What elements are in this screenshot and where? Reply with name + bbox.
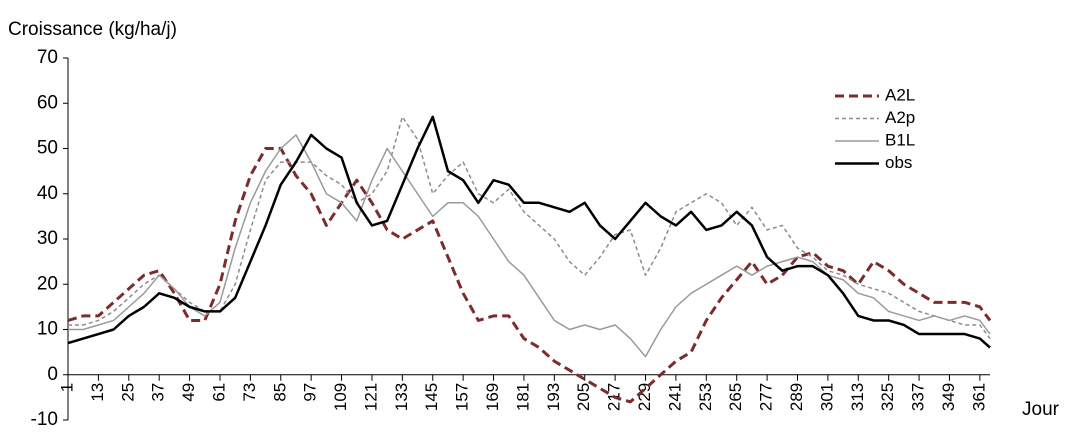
x-tick-label: 181 (513, 383, 532, 411)
y-tick-label: 50 (37, 138, 58, 159)
x-tick-label: 97 (301, 383, 320, 402)
legend-label: B1L (885, 130, 915, 149)
x-tick-label: 109 (331, 383, 350, 411)
x-tick-label: 265 (726, 383, 745, 411)
x-tick-label: 49 (179, 383, 198, 402)
y-axis-title: Croissance (kg/ha/j) (8, 19, 177, 40)
x-tick-label: 229 (635, 383, 654, 411)
series-line (67, 115, 991, 349)
x-tick-label: 61 (209, 383, 228, 402)
y-tick-label: 60 (37, 92, 58, 113)
x-tick-label: 73 (240, 383, 259, 402)
x-tick-label: 277 (757, 383, 776, 411)
x-tick-label: 325 (878, 383, 897, 411)
x-tick-label: 361 (969, 383, 988, 411)
x-axis-title: Jour (1022, 399, 1060, 420)
x-tick-label: 313 (848, 383, 867, 411)
x-tick-label: 157 (453, 383, 472, 411)
x-tick-label: 1 (57, 383, 76, 392)
x-tick-label: 193 (544, 383, 563, 411)
y-tick-label: 70 (37, 47, 58, 68)
y-tick-label: -10 (31, 409, 58, 430)
legend-label: A2p (885, 108, 915, 127)
x-tick-label: 13 (88, 383, 107, 402)
x-tick-label: 205 (574, 383, 593, 411)
legend-label: obs (885, 153, 912, 172)
y-tick-label: 40 (37, 183, 58, 204)
x-tick-label: 349 (939, 383, 958, 411)
x-tick-label: 289 (787, 383, 806, 411)
x-tick-label: 37 (149, 383, 168, 402)
y-tick-label: 0 (47, 364, 58, 385)
y-tick-label: 20 (37, 273, 58, 294)
x-tick-label: 253 (696, 383, 715, 411)
x-tick-label: 145 (422, 383, 441, 411)
x-tick-label: 241 (665, 383, 684, 411)
x-tick-label: 25 (118, 383, 137, 402)
x-tick-label: 169 (483, 383, 502, 411)
x-tick-label: 85 (270, 383, 289, 402)
legend-label: A2L (885, 85, 915, 104)
x-tick-label: 337 (909, 383, 928, 411)
y-tick-label: 10 (37, 319, 58, 340)
x-tick-label: 121 (361, 383, 380, 411)
x-tick-label: 301 (817, 383, 836, 411)
series-line (68, 134, 991, 358)
x-tick-label: 133 (392, 383, 411, 411)
y-tick-label: 30 (37, 228, 58, 249)
series-line (67, 147, 992, 404)
